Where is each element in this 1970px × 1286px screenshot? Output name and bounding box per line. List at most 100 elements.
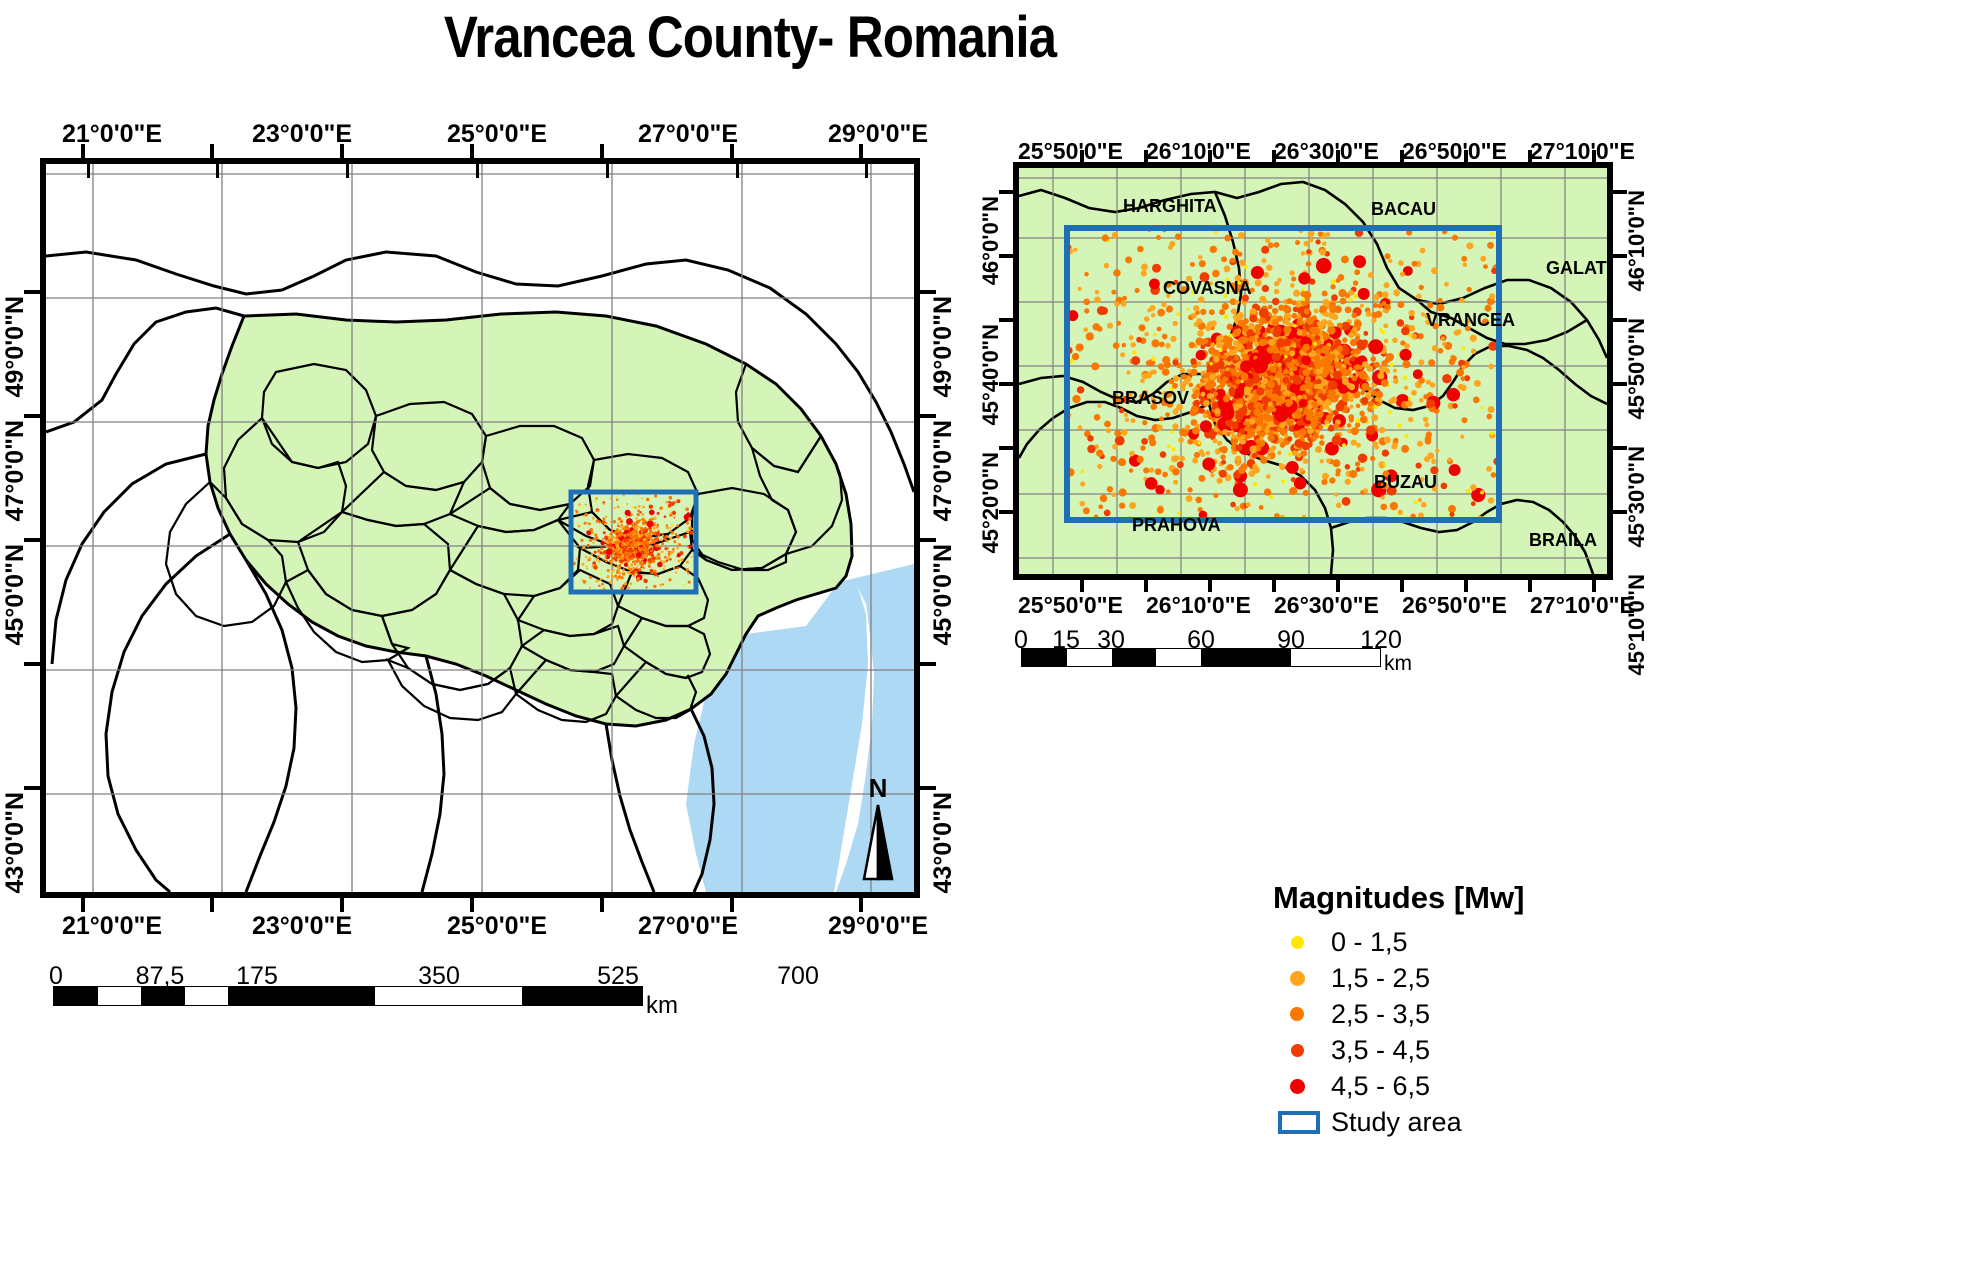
epicenter-point <box>1186 369 1192 374</box>
epicenter-point <box>1367 400 1374 407</box>
epicenter-point <box>1151 369 1157 375</box>
epicenter-point <box>1176 312 1181 317</box>
epicenter-point <box>1234 299 1240 305</box>
epicenter-point <box>647 538 651 542</box>
romania-overview-map[interactable] <box>40 158 920 898</box>
epicenter-point <box>1224 277 1230 283</box>
epicenter-point <box>1299 467 1304 473</box>
legend-row-0[interactable]: 0 - 1,5 <box>1273 924 1673 960</box>
epicenter-point <box>1302 368 1311 377</box>
epicenter-point <box>639 562 643 566</box>
epicenter-point <box>1197 330 1204 337</box>
epicenter-point <box>1341 321 1351 331</box>
epicenter-point <box>655 543 659 548</box>
epicenter-point <box>1329 301 1336 309</box>
epicenter-point <box>1309 350 1316 357</box>
epicenter-point <box>1166 444 1171 449</box>
epicenter-point <box>1184 424 1191 431</box>
epicenter-point <box>691 528 694 530</box>
epicenter-point <box>1329 477 1336 484</box>
epicenter-point <box>1266 474 1271 479</box>
epicenter-point <box>1331 435 1342 446</box>
epicenter-point <box>1096 449 1104 457</box>
epicenter-point <box>665 524 669 527</box>
county-label-prahova: PRAHOVA <box>1132 515 1221 535</box>
epicenter-point <box>1219 382 1226 388</box>
epicenter-point <box>1172 320 1178 327</box>
epicenter-point <box>647 564 651 568</box>
epicenter-point <box>673 516 676 519</box>
vrancea-epicenter-map[interactable]: HARGHITA BACAU COVASNA GALATI VRANCEA BRASOV B… <box>1013 162 1613 580</box>
epicenter-point <box>1084 308 1090 314</box>
epicenter-point <box>1462 262 1468 268</box>
epicenter-point <box>1278 350 1284 355</box>
epicenter-point <box>1381 449 1390 457</box>
epicenter-point <box>618 557 621 561</box>
epicenter-point <box>1164 391 1172 399</box>
epicenter-point <box>1176 403 1183 411</box>
epicenter-point <box>1249 287 1255 293</box>
epicenter-point <box>1386 485 1397 496</box>
legend-title: Magnitudes [Mw] <box>1273 880 1525 915</box>
epicenter-point <box>665 539 669 543</box>
epicenter-point <box>1330 284 1336 290</box>
epicenter-point <box>616 524 620 528</box>
epicenter-point <box>1450 355 1457 362</box>
epicenter-point <box>1418 377 1425 384</box>
epicenter-point <box>667 556 671 560</box>
epicenter-point <box>1173 479 1179 485</box>
epicenter-point <box>1480 490 1484 495</box>
epicenter-point <box>1111 231 1119 239</box>
epicenter-point <box>1271 445 1277 451</box>
axis-tick-left <box>24 786 40 790</box>
epicenter-point <box>1357 453 1368 463</box>
epicenter-point <box>1289 283 1295 288</box>
epicenter-point <box>1216 377 1222 383</box>
epicenter-point <box>1087 444 1096 454</box>
inset-scale-label-0: 0 <box>1014 626 1028 654</box>
epicenter-point <box>1442 341 1447 347</box>
legend-row-1[interactable]: 1,5 - 2,5 <box>1273 960 1673 996</box>
epicenter-point <box>643 537 647 541</box>
legend-row-study-area[interactable]: Study area <box>1273 1104 1673 1140</box>
inset-tick-top <box>1208 150 1212 164</box>
legend-row-3[interactable]: 3,5 - 4,5 <box>1273 1032 1673 1068</box>
epicenter-point <box>629 553 632 556</box>
epicenter-point <box>1224 370 1232 378</box>
epicenter-point <box>1286 418 1294 427</box>
epicenter-point <box>1279 422 1286 429</box>
epicenter-point <box>623 542 627 546</box>
epicenter-point <box>584 555 588 559</box>
epicenter-point <box>1248 335 1256 343</box>
epicenter-point <box>629 582 633 586</box>
epicenter-point <box>1240 434 1246 440</box>
epicenter-point <box>1381 291 1389 299</box>
epicenter-point <box>1323 311 1330 318</box>
main-ylabel-right-1: 47°0'0"N <box>929 420 957 522</box>
epicenter-point <box>677 559 681 563</box>
epicenter-point <box>645 586 648 589</box>
epicenter-point <box>1134 287 1140 293</box>
epicenter-point <box>1258 505 1264 510</box>
inset-tick-bottom <box>1144 578 1148 592</box>
epicenter-point <box>1309 416 1317 424</box>
epicenter-point <box>1291 300 1297 306</box>
legend-row-2[interactable]: 2,5 - 3,5 <box>1273 996 1673 1032</box>
legend-row-4[interactable]: 4,5 - 6,5 <box>1273 1068 1673 1104</box>
epicenter-point <box>1310 400 1319 409</box>
epicenter-point <box>1235 462 1241 467</box>
epicenter-point <box>584 512 588 517</box>
main-xlabel-bottom-0: 21°0'0"E <box>62 912 163 940</box>
scalebar-segment <box>522 987 642 1005</box>
epicenter-point <box>1238 336 1247 345</box>
epicenter-point <box>1210 381 1217 388</box>
epicenter-point <box>1204 382 1213 391</box>
epicenter-point <box>1318 424 1324 430</box>
epicenter-point <box>662 567 665 571</box>
epicenter-point <box>602 502 606 506</box>
epicenter-point <box>1283 369 1289 375</box>
epicenter-point <box>1087 435 1094 442</box>
axis-tick-bottom <box>600 896 604 912</box>
epicenter-point <box>1276 370 1282 376</box>
epicenter-point <box>1352 326 1357 332</box>
